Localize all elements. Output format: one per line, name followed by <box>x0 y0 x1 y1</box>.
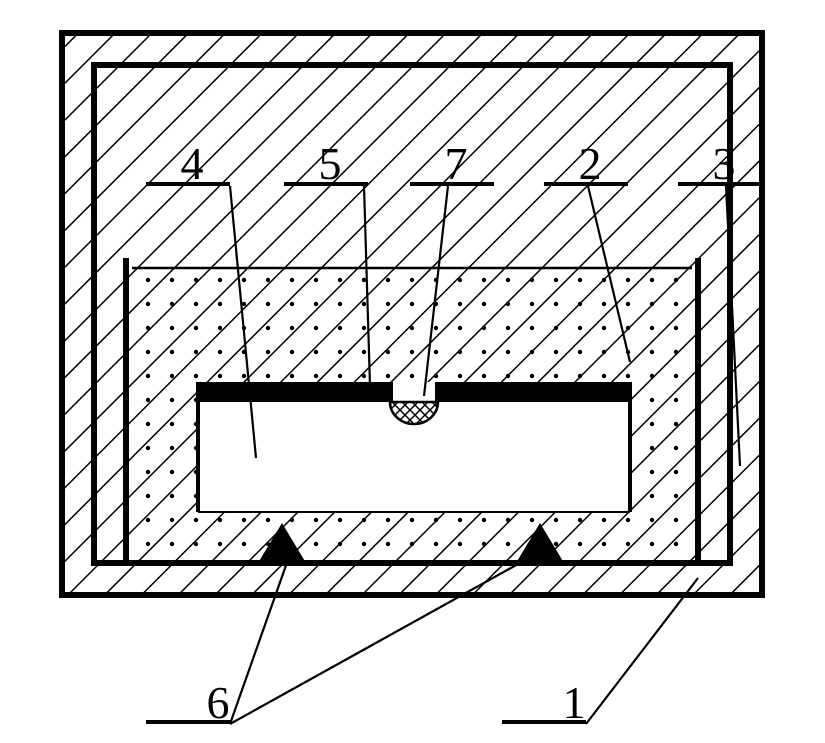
black-bar-left <box>198 382 393 402</box>
label-5: 5 <box>319 138 342 189</box>
label-4: 4 <box>181 138 204 189</box>
black-bar-right <box>435 382 630 402</box>
label-2: 2 <box>579 138 602 189</box>
label-7: 7 <box>445 138 468 189</box>
label-6: 6 <box>207 677 230 728</box>
inner-block <box>198 382 630 512</box>
diagram-root: 4 5 7 2 3 6 1 <box>0 0 825 743</box>
label-1: 1 <box>563 677 586 728</box>
label-3: 3 <box>713 138 736 189</box>
